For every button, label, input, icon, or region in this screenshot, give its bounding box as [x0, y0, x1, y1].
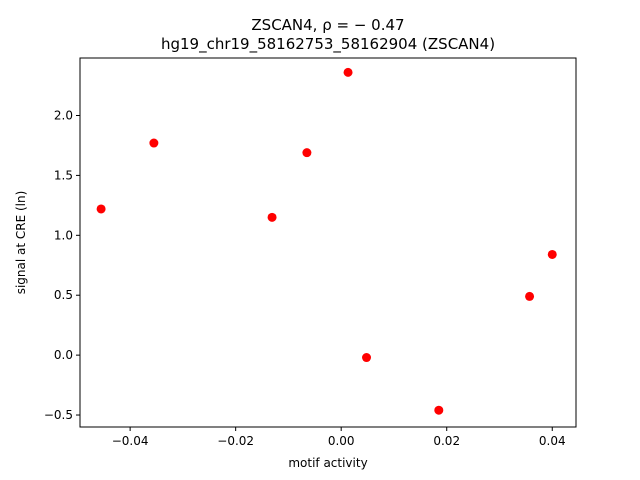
x-axis-label: motif activity: [288, 456, 367, 470]
y-tick-label: 1.5: [54, 168, 73, 182]
chart-title-line1: ZSCAN4, ρ = − 0.47: [251, 16, 404, 34]
y-tick-label: 2.0: [54, 109, 73, 123]
y-tick-label: 0.5: [54, 288, 73, 302]
y-tick-label: −0.5: [44, 408, 73, 422]
x-tick-label: 0.04: [539, 434, 566, 448]
chart-title-line2: hg19_chr19_58162753_58162904 (ZSCAN4): [161, 35, 495, 54]
x-tick-label: 0.02: [433, 434, 460, 448]
y-tick-label: 1.0: [54, 228, 73, 242]
data-point: [547, 249, 557, 259]
plot-area: [96, 67, 557, 415]
data-point: [362, 353, 372, 363]
data-point: [149, 138, 159, 148]
data-point: [434, 405, 444, 415]
data-point: [343, 67, 353, 77]
axes-frame: [79, 57, 577, 428]
x-tick-label: −0.02: [217, 434, 254, 448]
x-tick-label: 0.00: [328, 434, 355, 448]
data-point: [525, 291, 535, 301]
y-axis-label: signal at CRE (ln): [14, 191, 28, 295]
y-tick-label: 0.0: [54, 348, 73, 362]
x-tick-label: −0.04: [112, 434, 149, 448]
data-point: [96, 204, 106, 214]
data-point: [267, 212, 277, 222]
data-point: [302, 148, 312, 158]
